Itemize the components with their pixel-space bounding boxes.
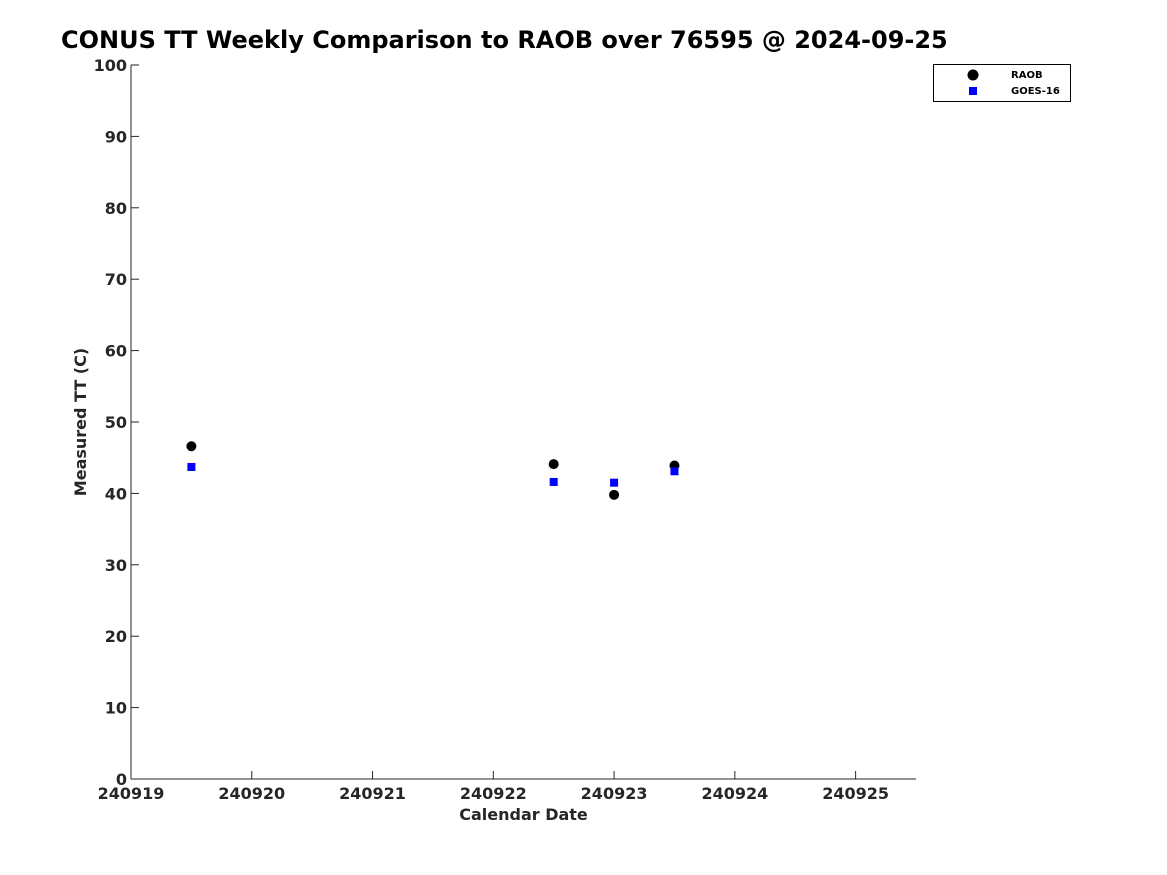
y-tick-label: 100 [94, 56, 127, 75]
y-tick-label: 30 [105, 556, 127, 575]
x-tick-label: 240924 [701, 784, 768, 803]
x-axis-label: Calendar Date [459, 805, 588, 824]
legend-label-goes-16: GOES-16 [1011, 86, 1060, 97]
axes [130, 65, 916, 780]
x-tick-label: 240923 [581, 784, 648, 803]
legend-marker-raob [967, 69, 979, 81]
y-tick-label: 20 [105, 627, 127, 646]
y-tick-label: 70 [105, 270, 127, 289]
goes-16-point [610, 478, 619, 487]
y-tick-label: 40 [105, 484, 127, 503]
raob-point [186, 441, 197, 452]
y-tick-label: 10 [105, 699, 127, 718]
x-tick-label: 240921 [339, 784, 406, 803]
x-tick-label: 240920 [218, 784, 285, 803]
legend: RAOB GOES-16 [933, 64, 1071, 102]
y-tick-label: 80 [105, 199, 127, 218]
y-tick-label: 60 [105, 342, 127, 361]
raob-point [548, 459, 559, 470]
goes-16-point [670, 467, 679, 476]
legend-marker-goes-16 [969, 87, 977, 95]
chart-title: CONUS TT Weekly Comparison to RAOB over … [61, 26, 948, 54]
x-tick-label: 240922 [460, 784, 527, 803]
goes-16-point [187, 462, 196, 471]
legend-box [933, 64, 1071, 102]
x-tick-label: 240925 [822, 784, 889, 803]
tick-marks: 0 10 20 30 40 50 60 70 80 90 100 240919 240920 240921… [94, 56, 889, 803]
y-tick-label: 50 [105, 413, 127, 432]
y-tick-label: 0 [116, 770, 127, 789]
raob-point [609, 489, 620, 500]
goes-16-point [549, 477, 558, 486]
y-axis-label: Measured TT (C) [71, 348, 90, 496]
data-points [186, 441, 680, 500]
y-tick-label: 90 [105, 127, 127, 146]
x-tick-label: 240919 [98, 784, 165, 803]
legend-label-raob: RAOB [1011, 70, 1043, 81]
